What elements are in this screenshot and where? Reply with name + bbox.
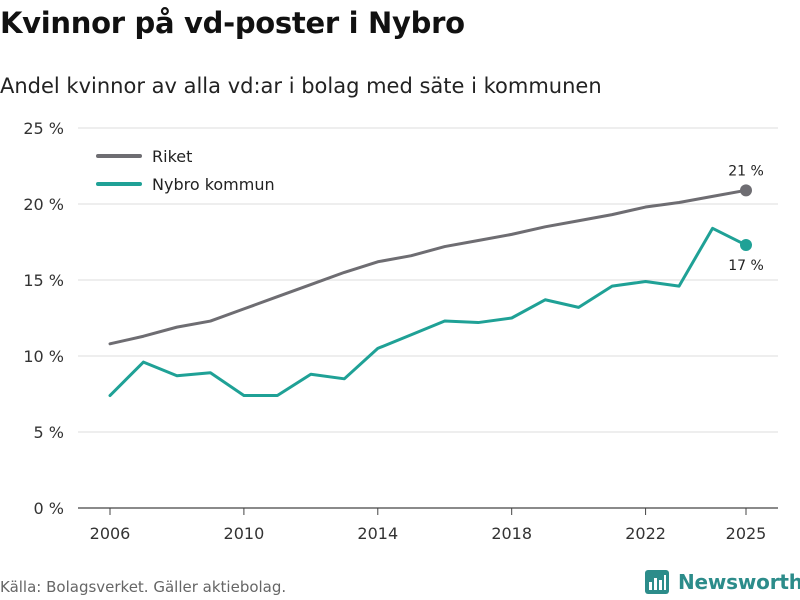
x-axis: 2006 2010 2014 2018 2022 2025 xyxy=(90,508,767,543)
y-tick-label: 10 % xyxy=(23,347,64,366)
end-value-label: 17 % xyxy=(728,258,764,274)
legend-label: Nybro kommun xyxy=(152,175,275,194)
y-axis-ticks: 0 % 5 % 10 % 15 % 20 % 25 % xyxy=(23,119,64,518)
chart-title: Kvinnor på vd-poster i Nybro xyxy=(0,6,465,40)
x-tick-label: 2025 xyxy=(726,524,767,543)
x-tick-label: 2014 xyxy=(357,524,398,543)
series-end-point xyxy=(740,239,752,252)
chart-subtitle: Andel kvinnor av alla vd:ar i bolag med … xyxy=(0,74,602,98)
source-note: Källa: Bolagsverket. Gäller aktiebolag. xyxy=(0,578,287,596)
legend: Riket Nybro kommun xyxy=(96,147,275,194)
y-tick-label: 15 % xyxy=(23,271,64,290)
newsworthy-logo-icon xyxy=(645,570,669,594)
chart-series: 21 % 17 % xyxy=(108,163,764,398)
legend-label: Riket xyxy=(152,147,192,166)
y-tick-label: 5 % xyxy=(34,423,64,442)
x-tick-label: 2006 xyxy=(90,524,131,543)
series-end-point xyxy=(740,184,752,197)
x-tick-label: 2022 xyxy=(625,524,666,543)
x-tick-label: 2018 xyxy=(491,524,532,543)
y-tick-label: 0 % xyxy=(34,499,64,518)
y-tick-label: 25 % xyxy=(23,119,64,138)
gridlines xyxy=(78,127,778,509)
brand-name: Newsworthy xyxy=(678,570,800,594)
end-value-label: 21 % xyxy=(728,163,764,179)
series-line-riket xyxy=(108,188,748,346)
series-line-nybro xyxy=(108,226,748,398)
x-tick-label: 2010 xyxy=(224,524,265,543)
y-tick-label: 20 % xyxy=(23,195,64,214)
brand-logo: Newsworthy xyxy=(644,569,800,595)
